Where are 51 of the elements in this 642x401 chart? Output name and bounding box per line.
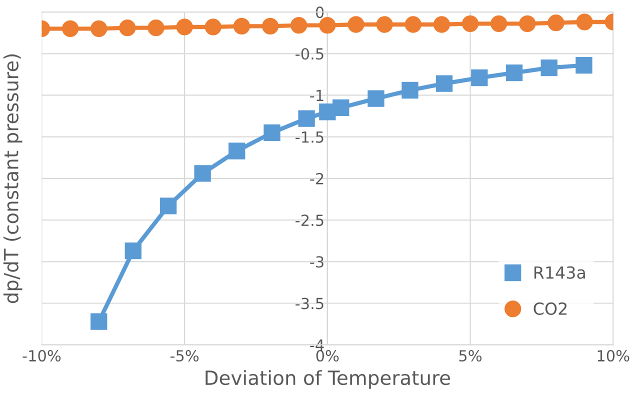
y-tick-label: -2 [310,172,324,184]
x-tick-label: 10% [598,350,630,362]
y-tick-label: -0.5 [296,48,324,60]
legend-label: R143a [534,266,585,279]
x-tick-label: 0% [316,350,339,362]
point [204,18,222,36]
point [540,59,558,76]
point [160,198,177,214]
point [436,75,453,92]
point [264,124,280,142]
point [90,20,108,38]
y-tick-label: -3 [310,256,324,268]
point [319,17,336,34]
point [290,17,308,34]
point [576,14,593,30]
y-tick-label: -1 [310,90,324,102]
point [471,69,488,86]
x-tick-label: -5% [170,350,199,362]
y-tick-label: -3.5 [296,298,324,310]
x-axis-title: Deviation of Temperature [206,370,450,389]
point [519,15,536,32]
point [576,56,592,74]
point [176,18,193,36]
point [62,20,79,38]
point [433,16,450,33]
y-tick-label: -1.5 [296,132,324,143]
point [462,15,479,32]
point [233,18,250,35]
x-tick-label: -10% [22,350,61,362]
point [90,313,108,330]
point [548,14,564,32]
y-axis-title: dp/dT (constant pressure) [3,54,22,304]
point [506,64,523,82]
point [298,110,315,127]
point [194,165,211,182]
point [490,15,508,32]
point [404,16,422,33]
point [402,82,418,99]
point [262,18,279,35]
legend-label: CO2 [534,302,567,315]
point [376,16,393,33]
y-tick-label: -4 [310,340,324,351]
point [332,99,350,116]
point [348,16,364,33]
point [148,20,164,36]
point [124,242,142,260]
point [119,20,136,36]
y-tick-label: -2.5 [296,214,324,226]
point [368,90,384,107]
point [228,142,246,160]
x-tick-label: 5% [459,350,482,362]
